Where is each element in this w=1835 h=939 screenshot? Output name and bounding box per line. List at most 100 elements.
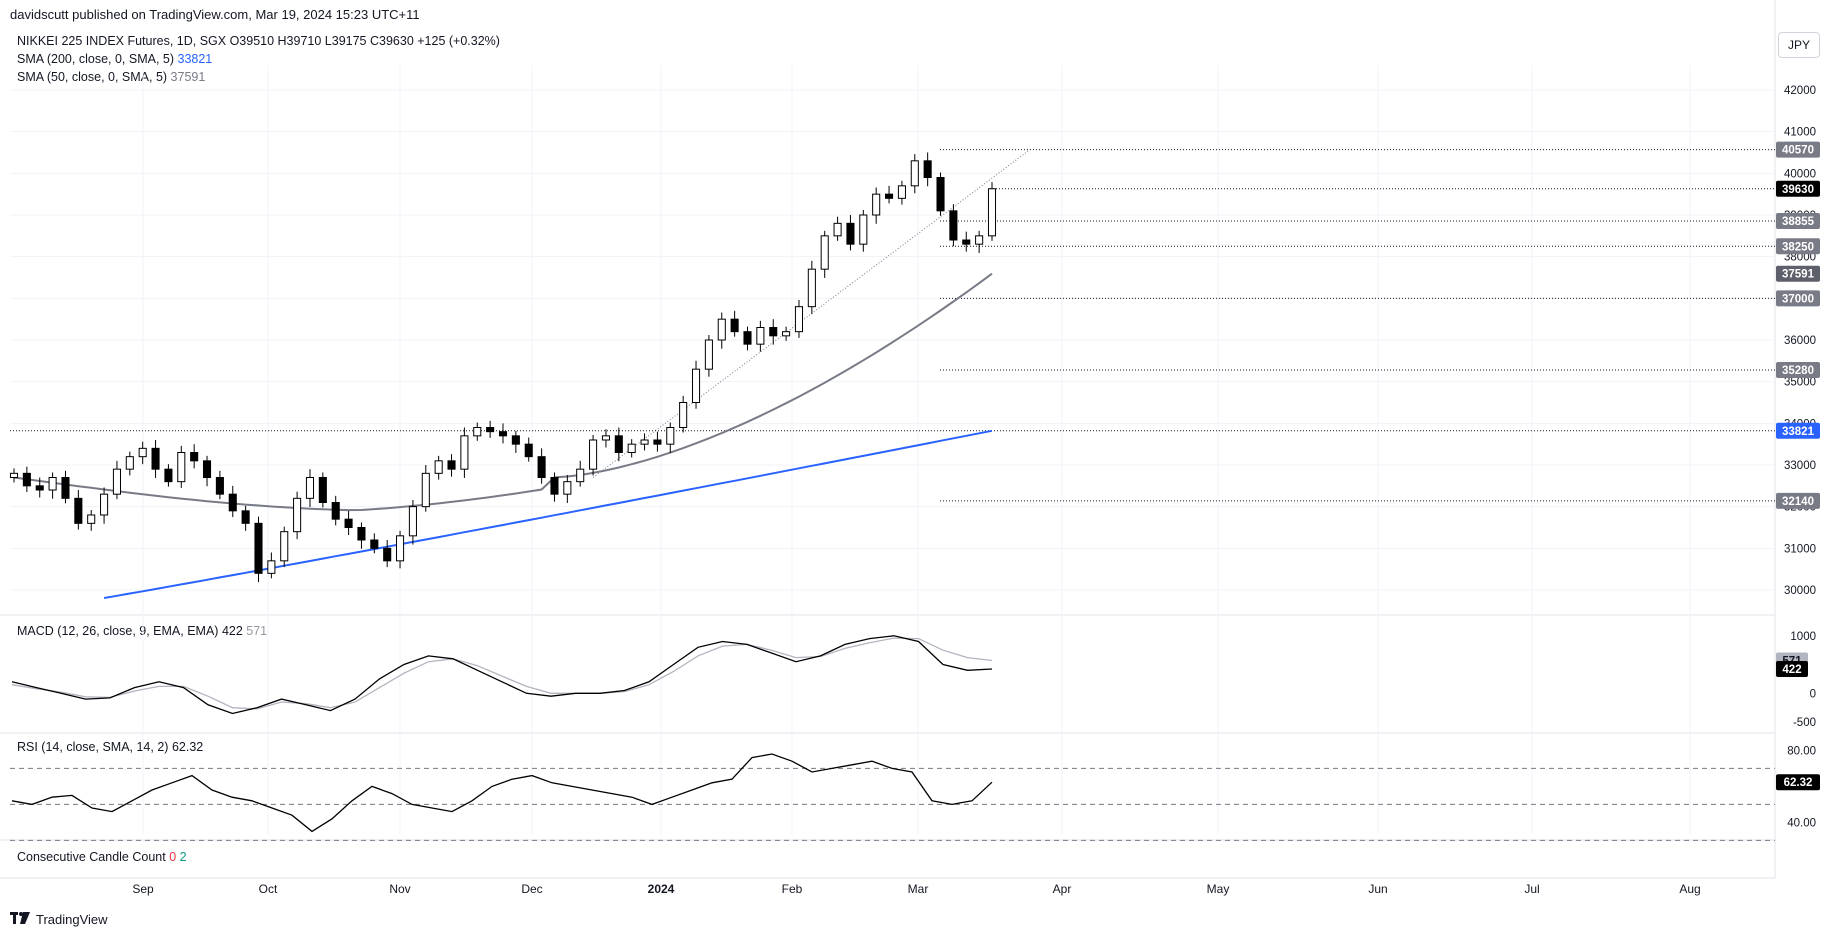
macd-value-tag-label: 422 (1782, 664, 1801, 676)
candle-body (627, 443, 636, 453)
price-tick-label: 38000 (1784, 252, 1816, 264)
price-tick-label: 30000 (1784, 585, 1816, 597)
candle-body (936, 177, 945, 212)
candle-body (318, 477, 327, 503)
sma50-label: SMA (50, close, 0, SMA, 5) (17, 70, 168, 84)
candle-body (872, 193, 881, 216)
candle-body (383, 547, 392, 562)
level-tag (1776, 362, 1820, 378)
candle-body (344, 518, 353, 529)
candle-body (975, 235, 984, 245)
time-tick-label: Nov (389, 882, 410, 896)
candle-body (846, 222, 855, 245)
candle-body (666, 427, 675, 445)
time-tick-label: Sep (132, 882, 154, 896)
candle-body (202, 460, 212, 479)
candle-body (679, 402, 688, 428)
candle-body (550, 477, 559, 495)
level-tag-label: 37000 (1782, 293, 1814, 305)
ccc-down-value: 0 (169, 850, 177, 864)
footer-brand: TradingView (10, 912, 108, 927)
symbol-line: NIKKEI 225 INDEX Futures, 1D, SGX O39510… (17, 34, 500, 48)
ccc-legend: Consecutive Candle Count 0 2 (17, 850, 187, 864)
candle-body (601, 435, 610, 441)
candle-body (396, 535, 405, 562)
rsi-value-tag (1776, 774, 1820, 791)
candle-body (640, 439, 649, 445)
rsi-value-tag-label: 62.32 (1784, 777, 1813, 789)
level-tag (1776, 492, 1820, 509)
candle-body (267, 560, 276, 574)
candle-body (511, 435, 520, 445)
macd-tick-label: 0 (1810, 688, 1816, 700)
level-tag-label: 35280 (1782, 365, 1814, 377)
tradingview-logo-icon (10, 912, 30, 927)
candle-body (910, 160, 919, 187)
candle-body (112, 468, 121, 495)
time-tick-label: Oct (259, 882, 278, 896)
level-tag-label: 39630 (1782, 184, 1814, 196)
level-tag-label: 38855 (1782, 216, 1815, 228)
sma200-label: SMA (200, close, 0, SMA, 5) (17, 52, 175, 66)
candle-body (794, 306, 804, 333)
candle-body (151, 447, 160, 470)
candle-body (177, 452, 186, 483)
candle-body (756, 327, 765, 345)
candle-body (241, 510, 250, 524)
candle-body (190, 452, 199, 462)
candle-body (447, 460, 456, 470)
sma50-legend: SMA (50, close, 0, SMA, 5) 37591 (17, 68, 500, 86)
rsi-legend-value: 62.32 (171, 740, 204, 754)
candle-body (486, 427, 495, 433)
candle-body (460, 435, 469, 470)
macd-value-tag (1776, 661, 1808, 678)
candle-body (949, 210, 958, 241)
candle-body (305, 477, 315, 499)
candle-body (614, 435, 623, 454)
candle-body (421, 472, 430, 508)
candle-body (164, 468, 173, 483)
level-tag (1776, 422, 1820, 439)
macd-tick-label: -500 (1793, 717, 1816, 729)
candle-body (125, 456, 134, 470)
candle-body (22, 472, 31, 487)
level-tag (1776, 213, 1820, 230)
sma200-value: 33821 (177, 52, 213, 66)
sma50-line (13, 272, 993, 512)
rsi-label: RSI (14, close, SMA, 14, 2) (17, 740, 169, 754)
candle-body (9, 472, 19, 479)
candle-body (563, 481, 572, 495)
candle-body (576, 468, 585, 483)
ccc-label: Consecutive Candle Count (17, 850, 166, 864)
candle-body (434, 460, 443, 474)
candle-body (138, 447, 147, 458)
price-tick-label: 31000 (1784, 543, 1816, 555)
macd-legend: MACD (12, 26, close, 9, EMA, EMA) 422 57… (17, 624, 267, 638)
level-tag-label: 37591 (1782, 269, 1815, 281)
candle-body (859, 214, 868, 245)
rsi-legend: RSI (14, close, SMA, 14, 2) 62.32 (17, 740, 203, 754)
candle-body (743, 331, 752, 345)
candle-body (589, 439, 598, 470)
currency-button[interactable]: JPY (1778, 32, 1820, 58)
level-tag-label: 32140 (1782, 496, 1814, 508)
candle-body (228, 493, 237, 512)
time-tick-label: Mar (908, 882, 929, 896)
signal-legend-value: 571 (246, 624, 268, 638)
candle-body (897, 185, 906, 199)
sma200-legend: SMA (200, close, 0, SMA, 5) 33821 (17, 50, 500, 68)
candle-body (987, 188, 997, 237)
level-tag (1776, 290, 1820, 307)
time-tick-label: Aug (1679, 882, 1700, 896)
level-tag (1776, 265, 1820, 282)
candle-body (280, 531, 289, 562)
candle-body (717, 318, 726, 341)
candle-body (730, 318, 739, 333)
level-tag-label: 33821 (1782, 426, 1815, 438)
candle-body (704, 339, 713, 370)
level-tag-label: 40570 (1782, 145, 1814, 157)
level-tag-label: 38250 (1782, 241, 1814, 253)
candle-body (473, 427, 482, 437)
price-tick-label: 40000 (1784, 168, 1816, 180)
